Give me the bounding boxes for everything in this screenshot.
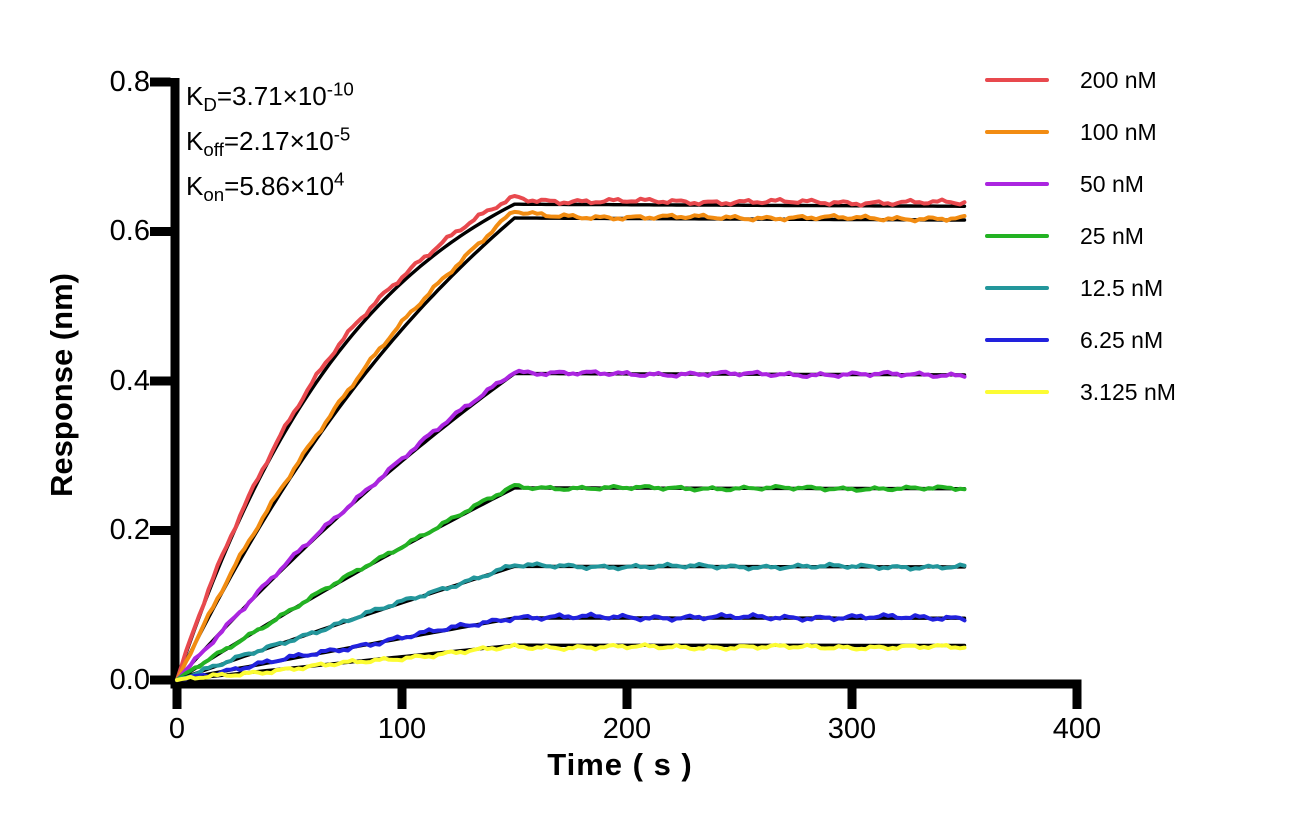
x-tick-label-400: 400	[1052, 713, 1102, 745]
legend-swatch-25nM	[985, 234, 1049, 238]
x-tick-label-0: 0	[168, 713, 186, 745]
trace-200nM	[175, 194, 967, 682]
koff-value: Koff=2.17×10-5	[186, 123, 351, 161]
curves	[175, 194, 967, 682]
legend-label-50nM: 50 nM	[1080, 170, 1144, 197]
fit-line-100nM	[175, 216, 967, 682]
kd-value: KD=3.71×10-10	[186, 78, 354, 116]
legend-item-3.125nM: 3.125 nM	[985, 366, 1176, 418]
legend-swatch-6.25nM	[985, 338, 1049, 342]
trace-100nM	[175, 209, 967, 682]
x-axis-title: Time ( s )	[547, 747, 693, 782]
fit-line-25nM	[175, 486, 967, 682]
trace-6.25nM	[175, 611, 967, 682]
legend-swatch-3.125nM	[985, 390, 1049, 394]
trace-25nM	[175, 483, 967, 682]
y-tick-label-0.2: 0.2	[109, 514, 150, 546]
legend-label-6.25nM: 6.25 nM	[1080, 326, 1164, 353]
legend-swatch-100nM	[985, 130, 1049, 134]
fit-line-3.125nM	[175, 643, 967, 682]
x-tick-label-200: 200	[602, 713, 652, 745]
legend-label-200nM: 200 nM	[1080, 66, 1157, 93]
legend-label-100nM: 100 nM	[1080, 118, 1157, 145]
fit-line-12.5nM	[175, 564, 967, 682]
axis-ticks	[150, 77, 1082, 709]
y-tick-label-0.8: 0.8	[109, 66, 150, 98]
trace-12.5nM	[175, 561, 967, 682]
legend-item-50nM: 50 nM	[985, 158, 1176, 210]
legend-swatch-200nM	[985, 78, 1049, 82]
trace-3.125nM	[175, 642, 967, 682]
x-tick-label-100: 100	[377, 713, 427, 745]
legend-label-3.125nM: 3.125 nM	[1080, 378, 1176, 405]
kinetic-constants: KD=3.71×10-10 Koff=2.17×10-5 Kon=5.86×10…	[186, 74, 354, 209]
kon-value: Kon=5.86×104	[186, 168, 345, 206]
fit-line-50nM	[175, 371, 967, 682]
legend-swatch-50nM	[985, 182, 1049, 186]
legend-item-6.25nM: 6.25 nM	[985, 314, 1176, 366]
legend: 200 nM 100 nM 50 nM 25 nM 12.5 nM 6.25 n…	[985, 54, 1176, 418]
legend-item-200nM: 200 nM	[985, 54, 1176, 106]
legend-item-12.5nM: 12.5 nM	[985, 262, 1176, 314]
legend-label-12.5nM: 12.5 nM	[1080, 274, 1164, 301]
trace-50nM	[175, 368, 967, 682]
y-axis-title: Response (nm)	[44, 273, 79, 497]
y-tick-label-0.0: 0.0	[109, 664, 150, 696]
y-tick-label-0.4: 0.4	[109, 365, 150, 397]
legend-item-100nM: 100 nM	[985, 106, 1176, 158]
y-tick-label-0.6: 0.6	[109, 215, 150, 247]
x-tick-label-300: 300	[827, 713, 877, 745]
legend-swatch-12.5nM	[985, 286, 1049, 290]
legend-label-25nM: 25 nM	[1080, 222, 1144, 249]
legend-item-25nM: 25 nM	[985, 210, 1176, 262]
axes	[170, 78, 1082, 689]
